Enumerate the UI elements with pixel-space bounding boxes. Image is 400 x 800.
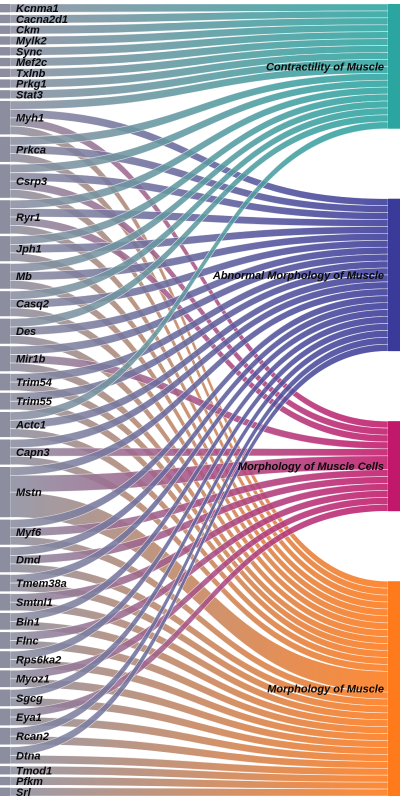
gene-label: Prkg1 bbox=[16, 79, 47, 91]
gene-node-prkg1 bbox=[0, 79, 10, 88]
gene-node-bin1 bbox=[0, 612, 10, 630]
link-dtna-abnormal bbox=[9, 343, 389, 756]
category-node-abnormal bbox=[388, 198, 400, 352]
gene-node-csrp3 bbox=[0, 164, 10, 198]
gene-label: Ckm bbox=[16, 25, 40, 37]
gene-label: Mef2c bbox=[16, 57, 47, 69]
gene-label: Dmd bbox=[16, 555, 41, 567]
gene-label: Trim55 bbox=[16, 396, 53, 408]
gene-node-trim54 bbox=[0, 373, 10, 391]
gene-node-capn3 bbox=[0, 439, 10, 465]
gene-label: Eya1 bbox=[16, 712, 42, 724]
gene-label: Srl bbox=[16, 787, 32, 799]
gene-node-rcan2 bbox=[0, 727, 10, 745]
gene-label: Rps6ka2 bbox=[16, 655, 61, 667]
gene-node-jph1 bbox=[0, 236, 10, 262]
gene-label: Rcan2 bbox=[16, 731, 49, 743]
gene-label: Myf6 bbox=[16, 527, 42, 539]
category-node-morphology bbox=[388, 581, 400, 796]
gene-label: Cacna2d1 bbox=[16, 14, 68, 26]
gene-label: Mb bbox=[16, 271, 32, 283]
gene-node-trim55 bbox=[0, 392, 10, 410]
gene-node-tmod1 bbox=[0, 766, 10, 775]
gene-label: Flnc bbox=[16, 635, 39, 647]
category-node-cells bbox=[388, 421, 400, 512]
gene-node-ckm bbox=[0, 25, 10, 34]
category-label: Abnormal Morphology of Muscle bbox=[212, 270, 384, 282]
gene-label-layer: Kcnma1Cacna2d1CkmMylk2SyncMef2cTxlnbPrkg… bbox=[15, 3, 68, 799]
gene-node-smtnl1 bbox=[0, 593, 10, 611]
gene-label: Smtnl1 bbox=[16, 597, 53, 609]
gene-node-myoz1 bbox=[0, 670, 10, 688]
gene-node-casq2 bbox=[0, 291, 10, 317]
gene-label: Csrp3 bbox=[16, 176, 47, 188]
gene-node-myf6 bbox=[0, 519, 10, 545]
gene-node-mylk2 bbox=[0, 36, 10, 45]
gene-label: Jph1 bbox=[16, 244, 42, 256]
gene-node-myh1 bbox=[0, 100, 10, 135]
gene-label: Trim54 bbox=[16, 377, 52, 389]
gene-label: Bin1 bbox=[16, 616, 40, 628]
gene-label: Myoz1 bbox=[16, 674, 50, 686]
category-node-layer bbox=[388, 4, 400, 796]
gene-label: Actc1 bbox=[15, 420, 46, 432]
gene-label: Casq2 bbox=[16, 299, 49, 311]
gene-node-flnc bbox=[0, 632, 10, 649]
gene-label: Mstn bbox=[16, 487, 42, 499]
gene-node-tmem38a bbox=[0, 574, 10, 592]
gene-node-mb bbox=[0, 263, 10, 289]
gene-label: Myh1 bbox=[16, 113, 44, 125]
gene-node-sgcg bbox=[0, 689, 10, 707]
gene-node-prkca bbox=[0, 136, 10, 162]
gene-node-ryr1 bbox=[0, 200, 10, 234]
gene-label: Prkca bbox=[16, 144, 46, 156]
gene-node-mir1b bbox=[0, 346, 10, 372]
gene-node-cacna2d1 bbox=[0, 14, 10, 24]
gene-label: Capn3 bbox=[16, 447, 50, 459]
gene-label: Tmod1 bbox=[16, 765, 52, 777]
gene-label: Pfkm bbox=[16, 776, 43, 788]
link-layer bbox=[9, 3, 389, 797]
gene-node-stat3 bbox=[0, 90, 10, 99]
gene-node-mef2c bbox=[0, 57, 10, 67]
category-node-contractility bbox=[388, 4, 400, 129]
gene-label: Ryr1 bbox=[16, 212, 40, 224]
gene-node-eya1 bbox=[0, 708, 10, 726]
gene-label: Stat3 bbox=[16, 89, 43, 101]
gene-node-kcnma1 bbox=[0, 4, 10, 13]
gene-node-pfkm bbox=[0, 776, 10, 786]
category-label: Morphology of Muscle Cells bbox=[238, 461, 384, 473]
gene-node-actc1 bbox=[0, 411, 10, 438]
gene-node-rps6ka2 bbox=[0, 651, 10, 668]
gene-node-dmd bbox=[0, 547, 10, 573]
gene-label: Sgcg bbox=[16, 693, 43, 705]
category-label: Morphology of Muscle bbox=[267, 684, 384, 696]
category-label: Contractility of Muscle bbox=[266, 61, 384, 73]
gene-label: Des bbox=[16, 326, 36, 338]
category-label-layer: Contractility of Muscle Abnormal Morpholo… bbox=[212, 61, 384, 695]
gene-label: Sync bbox=[16, 46, 42, 58]
gene-node-dtna bbox=[0, 746, 10, 764]
link-srl-morphology bbox=[9, 787, 389, 797]
gene-label: Dtna bbox=[16, 750, 40, 762]
gene-node-mstn bbox=[0, 467, 10, 518]
gene-node-des bbox=[0, 318, 10, 344]
gene-label: Txlnb bbox=[16, 68, 46, 80]
gene-node-srl bbox=[0, 787, 10, 796]
gene-label: Mir1b bbox=[16, 354, 46, 366]
gene-node-txlnb bbox=[0, 68, 10, 77]
gene-label: Kcnma1 bbox=[16, 3, 59, 15]
gene-label: Mylk2 bbox=[16, 36, 47, 48]
gene-node-layer bbox=[0, 4, 10, 796]
gene-node-sync bbox=[0, 47, 10, 56]
gene-label: Tmem38a bbox=[16, 578, 67, 590]
